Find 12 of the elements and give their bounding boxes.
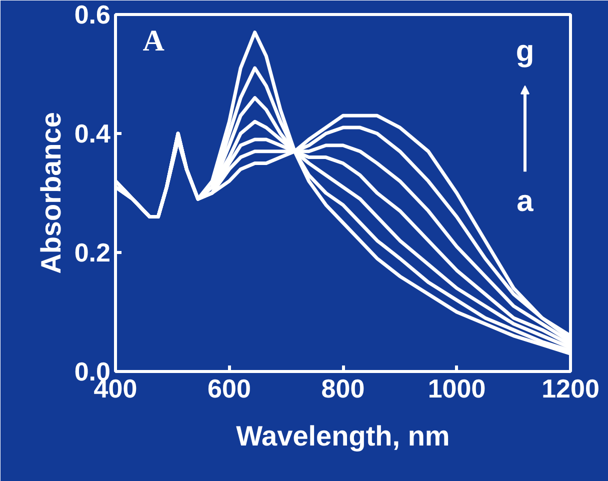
y-axis-title: Absorbance <box>35 112 66 274</box>
y-tick-label: 0.4 <box>74 118 112 148</box>
y-tick-label: 0.2 <box>74 238 111 268</box>
annotation: a <box>516 184 534 218</box>
annotation: g <box>516 35 534 68</box>
x-tick-label: 1000 <box>428 374 486 404</box>
annotation: A <box>142 24 165 58</box>
y-tick-label: 0.6 <box>74 0 111 30</box>
x-tick-label: 600 <box>208 374 251 404</box>
x-tick-label: 1200 <box>542 374 600 404</box>
x-tick-label: 800 <box>321 374 365 404</box>
x-axis-title: Wavelength, nm <box>236 420 450 452</box>
